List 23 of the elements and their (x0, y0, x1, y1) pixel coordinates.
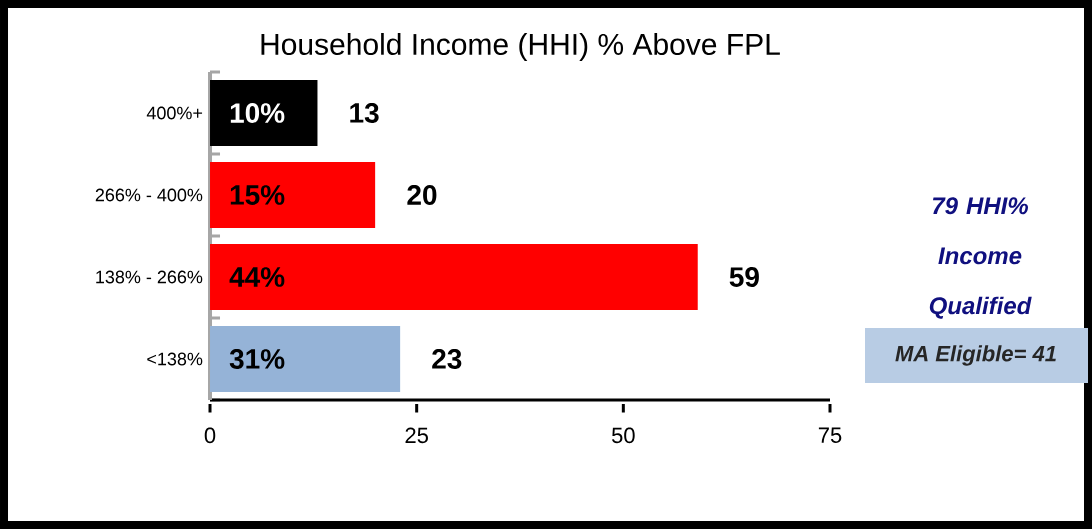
chart-title: Household Income (HHI) % Above FPL (261, 32, 780, 61)
y-tick-label: 266% - 400% (95, 188, 203, 202)
data-label: 13 (350, 103, 379, 123)
text: 79 HHI% Income Qualified (929, 197, 1032, 319)
x-tick-label: 75 (818, 427, 842, 443)
y-tick-label: 138% - 266% (96, 270, 203, 284)
bar (210, 80, 318, 146)
bar (210, 325, 401, 392)
x-tick-label: 50 (611, 427, 635, 444)
annotation: 31% (229, 349, 285, 369)
text: MA Eligible= 41 (895, 345, 1056, 366)
y-tick-label: <138% (147, 352, 203, 366)
data-label: 23 (432, 349, 462, 369)
data-label: 20 (407, 185, 437, 205)
bar (210, 162, 376, 228)
y-tick-label: 400%+ (146, 106, 203, 120)
annotation: 44% (229, 267, 285, 287)
x-tick-label: 25 (405, 427, 428, 444)
data-label: 59 (729, 267, 759, 287)
annotation: 15% (230, 185, 285, 205)
bar (210, 243, 698, 310)
annotation: 10% (230, 103, 285, 123)
x-tick-label: 0 (204, 427, 216, 444)
